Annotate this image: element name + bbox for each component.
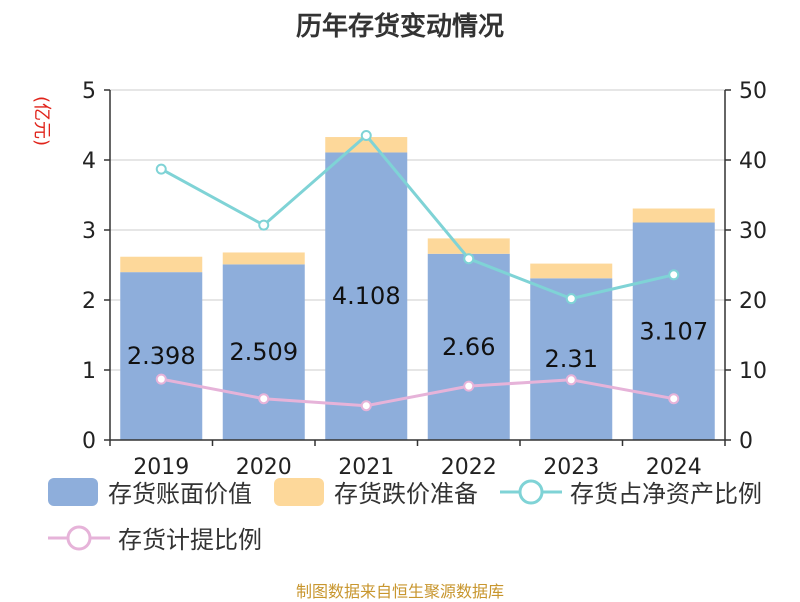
legend-item-net-asset-ratio[interactable]: 存货占净资产比例: [500, 474, 762, 509]
provision-ratio-point: [463, 380, 475, 392]
net-asset-ratio-line: [160, 133, 675, 301]
legend-line-icon: [500, 479, 562, 504]
right-tick-label: 40: [739, 149, 767, 174]
bar-impairment: [325, 137, 408, 153]
x-tick-label: 2023: [543, 455, 599, 480]
right-tick-label: 30: [739, 219, 767, 244]
bar-value-label: 4.108: [332, 282, 401, 310]
right-tick-label: 50: [739, 79, 767, 104]
legend-line-icon: [48, 525, 110, 550]
left-tick-label: 1: [82, 359, 96, 384]
net-asset-ratio-point: [360, 130, 372, 141]
x-tick-label: 2022: [441, 455, 497, 480]
bar-impairment: [120, 256, 203, 273]
bar-impairment: [222, 252, 305, 265]
bar-book-value: [427, 253, 510, 440]
chart-title: 历年存货变动情况: [295, 12, 504, 42]
bar-value-label: 2.66: [442, 333, 495, 361]
legend-label: 存货计提比例: [118, 526, 262, 554]
legend-label: 存货占净资产比例: [570, 480, 762, 508]
line-series: [155, 130, 680, 412]
legend-label: 存货账面价值: [108, 480, 252, 508]
bar-value-label: 3.107: [639, 317, 708, 345]
provision-ratio-point: [668, 393, 680, 405]
net-asset-ratio-point: [565, 293, 577, 305]
bar-book-value: [325, 152, 408, 440]
net-asset-ratio-point: [258, 219, 270, 231]
provision-ratio-point: [155, 373, 167, 385]
right-tick-label: 10: [739, 359, 767, 384]
legend-swatch: [48, 477, 98, 506]
left-tick-label: 5: [82, 79, 96, 104]
bar-book-value: [530, 278, 613, 440]
legend-label: 存货跌价准备: [334, 480, 478, 508]
bar-impairment: [530, 263, 613, 279]
net-asset-ratio-point: [463, 253, 475, 265]
legend-item-impairment[interactable]: 存货跌价准备: [274, 474, 478, 509]
x-tick-label: 2021: [338, 455, 394, 480]
x-tick-label: 2024: [646, 455, 702, 480]
legend-item-provision-ratio[interactable]: 存货计提比例: [48, 520, 262, 555]
bar-impairment: [632, 208, 715, 223]
right-tick-label: 0: [739, 429, 753, 454]
bar-book-value: [120, 272, 203, 440]
left-tick-label: 2: [82, 289, 96, 314]
net-asset-ratio-point: [155, 163, 167, 175]
data-labels: 2.398 2.509 4.108 2.66 2.31 3.107: [127, 282, 708, 373]
net-asset-ratio-point: [668, 269, 680, 281]
left-tick-label: 4: [82, 149, 96, 174]
source-note: 制图数据来自恒生聚源数据库: [295, 582, 504, 601]
left-tick-label: 0: [82, 429, 96, 454]
bar-impairment: [427, 238, 510, 254]
right-tick-label: 20: [739, 289, 767, 314]
x-tick-label: 2019: [133, 455, 189, 480]
x-tick-label: 2020: [236, 455, 292, 480]
legend-item-book-value[interactable]: 存货账面价值: [48, 474, 252, 509]
bar-value-label: 2.509: [229, 338, 298, 366]
left-tick-label: 3: [82, 219, 96, 244]
provision-ratio-line: [160, 377, 675, 408]
bar-book-value: [222, 264, 305, 440]
bar-value-label: 2.31: [545, 345, 598, 373]
provision-ratio-point: [565, 374, 577, 386]
grid-lines: [110, 89, 725, 371]
provision-ratio-point: [258, 393, 270, 405]
legend-swatch: [274, 477, 324, 506]
provision-ratio-point: [360, 400, 372, 412]
bar-value-label: 2.398: [127, 342, 196, 370]
bar-series: [120, 137, 715, 440]
